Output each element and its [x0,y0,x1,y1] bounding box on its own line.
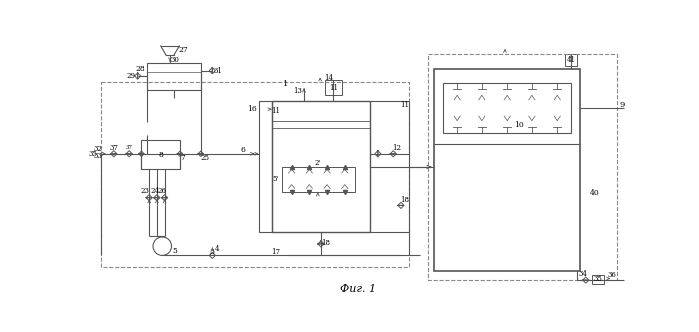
Text: 40: 40 [589,189,599,197]
Text: 7: 7 [181,154,185,162]
Text: 37: 37 [126,145,133,150]
Bar [325,80,342,95]
Text: 2': 2' [315,159,321,167]
Text: 35: 35 [89,150,97,158]
Text: 26: 26 [158,187,167,195]
Text: 37: 37 [109,144,118,152]
Text: 28: 28 [136,65,145,73]
Text: 36: 36 [607,271,617,279]
Text: 34: 34 [578,270,587,278]
Text: 11: 11 [401,101,410,109]
Text: 3: 3 [210,248,215,256]
Text: 14: 14 [324,74,333,82]
Text: 41: 41 [567,56,576,64]
Text: 9: 9 [619,101,625,109]
Text: 18: 18 [321,239,330,247]
Text: 11: 11 [271,107,280,115]
Text: 6: 6 [240,146,245,154]
Bar [443,83,571,133]
Text: 25: 25 [200,154,209,162]
Text: 29: 29 [127,72,136,80]
Text: 16: 16 [247,105,257,113]
Text: 8: 8 [158,151,163,159]
Text: 13: 13 [294,87,302,95]
Text: 4: 4 [215,245,219,253]
Text: 10: 10 [514,121,524,129]
Bar [434,69,580,271]
Text: 23: 23 [141,187,150,195]
Text: 24: 24 [150,187,159,195]
Text: 5: 5 [172,247,177,255]
Text: 17: 17 [271,248,280,256]
Text: 33: 33 [94,152,103,160]
Text: 35: 35 [593,275,603,283]
Bar [592,275,604,284]
Text: 5': 5' [273,175,279,183]
Text: 31: 31 [213,67,222,75]
Text: 18: 18 [401,196,410,204]
Text: Фиг. 1: Фиг. 1 [340,284,376,293]
Text: 1: 1 [283,80,288,88]
Bar [272,102,370,232]
Text: 12: 12 [393,144,402,152]
Text: 27: 27 [178,46,188,54]
Bar [565,54,577,66]
Bar [141,140,180,169]
Text: 30: 30 [170,56,179,64]
Bar [259,102,272,232]
Text: 11: 11 [329,84,338,92]
Bar [282,167,355,192]
Bar [147,63,201,90]
Text: 32: 32 [94,145,103,153]
